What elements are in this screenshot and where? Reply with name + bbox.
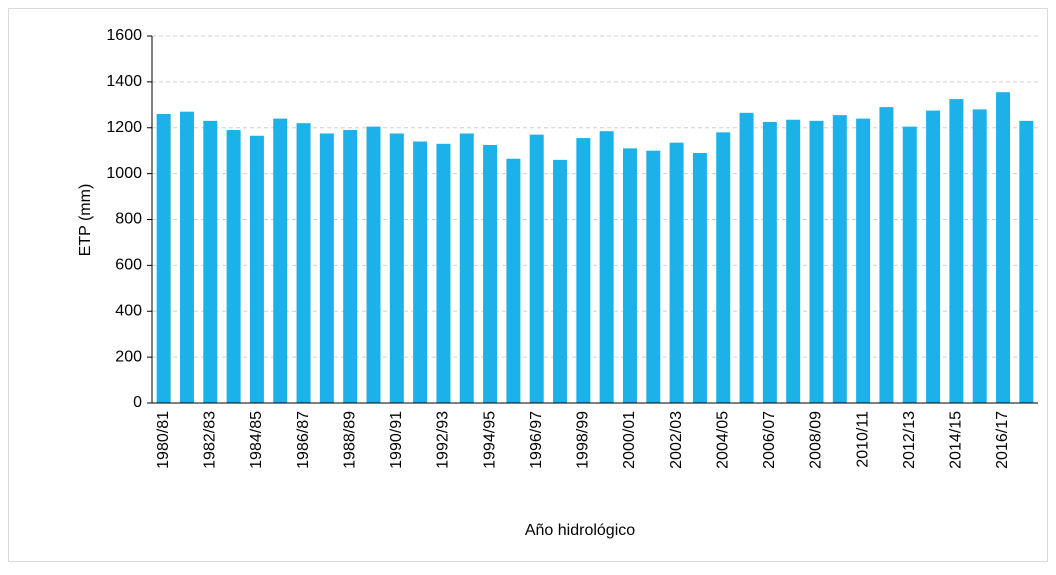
bar xyxy=(506,158,521,403)
bar xyxy=(553,159,568,403)
x-tick-label: 1990/91 xyxy=(388,411,405,469)
bar xyxy=(856,118,871,403)
y-tick-label: 800 xyxy=(115,211,142,228)
x-tick-label: 1994/95 xyxy=(481,411,498,469)
bar xyxy=(879,107,894,403)
x-tick-label: 2006/07 xyxy=(761,411,778,469)
bar xyxy=(716,132,731,403)
x-tick-label: 2016/17 xyxy=(994,411,1011,469)
bar xyxy=(949,99,964,403)
bar xyxy=(203,120,218,404)
x-tick-label: 1998/99 xyxy=(575,411,592,469)
x-tick-label: 2008/09 xyxy=(808,411,825,469)
bar xyxy=(249,135,264,403)
x-tick-label: 1984/85 xyxy=(248,411,265,469)
y-tick-label: 1000 xyxy=(106,165,142,182)
x-tick-label: 1996/97 xyxy=(528,411,545,469)
x-tick-label: 2010/11 xyxy=(854,411,871,468)
y-tick-label: 400 xyxy=(115,302,142,319)
bar xyxy=(926,110,941,403)
bar xyxy=(226,130,241,403)
x-tick-label: 1980/81 xyxy=(155,411,172,469)
bar xyxy=(273,118,288,403)
bar xyxy=(599,131,614,404)
bar xyxy=(319,133,334,403)
bar xyxy=(179,111,194,403)
x-tick-label: 2000/01 xyxy=(621,411,638,469)
bar xyxy=(343,130,358,403)
bar xyxy=(762,122,777,403)
bar xyxy=(576,138,591,403)
bar xyxy=(809,120,824,404)
x-axis-title: Año hidrológico xyxy=(525,522,635,539)
x-tick-label: 1986/87 xyxy=(295,411,312,469)
y-tick-label: 200 xyxy=(115,348,142,365)
bar xyxy=(459,133,474,403)
bar xyxy=(622,148,637,403)
y-tick-label: 1200 xyxy=(106,119,142,136)
bar xyxy=(972,109,987,404)
x-tick-label: 2012/13 xyxy=(901,411,918,469)
x-tick-label: 2002/03 xyxy=(668,411,685,469)
y-axis-title: ETP (mm) xyxy=(77,184,94,257)
bar xyxy=(156,113,171,404)
bar xyxy=(692,152,707,403)
bar xyxy=(1019,120,1034,404)
y-tick-label: 1400 xyxy=(106,73,142,90)
bar xyxy=(786,119,801,404)
bar xyxy=(436,143,451,403)
bar xyxy=(996,92,1011,404)
bar xyxy=(832,115,847,404)
bar xyxy=(413,141,428,403)
y-tick-label: 1600 xyxy=(106,27,142,44)
bar xyxy=(739,112,754,403)
bar xyxy=(389,133,404,403)
bar xyxy=(483,144,498,403)
bar xyxy=(902,126,917,404)
x-tick-label: 1988/89 xyxy=(341,411,358,469)
x-tick-label: 2014/15 xyxy=(948,411,965,469)
bar xyxy=(669,142,684,404)
x-tick-label: 1982/83 xyxy=(202,411,219,469)
bar xyxy=(646,150,661,403)
y-tick-label: 0 xyxy=(133,394,142,411)
x-tick-label: 2004/05 xyxy=(714,411,731,469)
bar xyxy=(529,134,544,403)
bar xyxy=(296,123,311,403)
x-tick-label: 1992/93 xyxy=(435,411,452,469)
y-tick-label: 600 xyxy=(115,257,142,274)
bar xyxy=(366,126,381,404)
